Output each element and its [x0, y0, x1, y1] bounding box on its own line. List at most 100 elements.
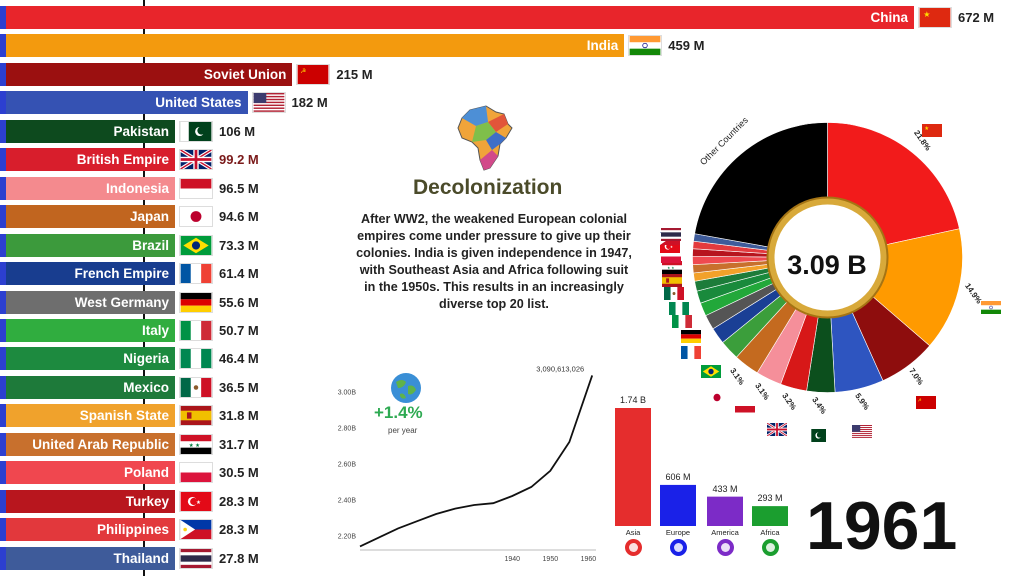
bar-french-empire: French Empire — [0, 262, 175, 286]
bar-value: 30.5 M — [219, 465, 259, 481]
annotation-text: After WW2, the weakened European colonia… — [356, 212, 632, 311]
bar-label: Pakistan — [113, 123, 169, 139]
population-series-line — [359, 375, 594, 548]
continent-bar-value: 1.74 B — [619, 395, 647, 405]
bar-value: 31.7 M — [219, 436, 259, 452]
continent-bar-asia — [615, 408, 651, 526]
pie-flag-nigeria-icon — [669, 302, 689, 315]
continent-globe-icon — [669, 539, 687, 556]
bar-value: 28.3 M — [219, 493, 259, 509]
bar-japan: Japan — [0, 205, 175, 229]
svg-text:☭: ☭ — [301, 68, 307, 75]
bar-value: 182 M — [291, 95, 328, 111]
pie-center — [774, 204, 881, 311]
x-tick-label: 1950 — [543, 556, 559, 563]
pie-flag-indonesia-icon — [735, 406, 755, 419]
bar-accent-stripe — [0, 205, 6, 229]
bar-value: 50.7 M — [219, 322, 259, 338]
bar-india: India — [0, 34, 625, 58]
share-donut-chart — [692, 122, 963, 393]
svg-text:★: ★ — [923, 10, 930, 19]
bar-label: Italy — [141, 322, 169, 338]
continent-bar-name: Europe — [665, 528, 691, 537]
bar-value: 55.6 M — [219, 294, 259, 310]
population-line-chart: 2.20B 2.40B 2.60B 2.80B 3.00B 1940 1950 1960 3,0… — [338, 364, 597, 563]
bar-accent-stripe — [0, 290, 6, 314]
flag-mexico-icon — [179, 376, 213, 398]
flag-philippines-icon — [179, 519, 213, 541]
bar-label: Thailand — [113, 550, 169, 566]
bar-spanish-state: Spanish State — [0, 404, 175, 428]
flag-pakistan-icon — [179, 120, 213, 142]
bar-accent-stripe — [0, 318, 6, 342]
pie-flag-brazil-icon — [701, 365, 721, 378]
pie-flag-poland-icon — [661, 250, 681, 263]
pie-flag-china-icon: ★ — [922, 124, 942, 137]
pie-flag-germany-icon — [681, 330, 701, 343]
flag-brazil-icon — [179, 234, 213, 256]
continent-bar-value: 606 M — [665, 471, 691, 482]
flag-turkey-icon: ★ — [179, 490, 213, 512]
bar-accent-stripe — [0, 148, 6, 172]
bar-label: India — [586, 38, 619, 54]
bar-value: 672 M — [958, 10, 995, 25]
bar-accent-stripe — [0, 6, 6, 29]
flag-china-icon: ★ — [918, 7, 952, 28]
pie-flag-india-icon — [981, 301, 1001, 314]
continent-bar-america — [707, 496, 743, 526]
bar-china: China — [0, 6, 914, 29]
bar-label: Spanish State — [79, 408, 169, 424]
bar-accent-stripe — [0, 176, 6, 200]
bar-united-states: United States — [0, 91, 248, 115]
svg-text:★ ★: ★ ★ — [667, 266, 675, 270]
pie-flag-soviet-icon: ☭ — [916, 396, 936, 409]
flag-japan-icon — [179, 206, 213, 228]
bar-value: 27.8 M — [219, 550, 259, 566]
continent-globe-icon — [716, 539, 734, 556]
bar-accent-stripe — [0, 262, 6, 286]
continent-bar-value: 293 M — [757, 493, 783, 504]
bar-label: Brazil — [132, 237, 169, 253]
bar-label: China — [870, 10, 908, 25]
bar-indonesia: Indonesia — [0, 176, 175, 200]
svg-text:★: ★ — [196, 499, 201, 505]
world-total-label: 3.09 B — [787, 250, 867, 280]
x-tick-label: 1940 — [504, 556, 520, 563]
flag-india-icon — [628, 35, 663, 57]
bar-value: 96.5 M — [219, 180, 259, 196]
bar-value: 94.6 M — [219, 209, 259, 225]
bar-value: 99.2 M — [219, 152, 259, 168]
bar-value: 46.4 M — [219, 351, 259, 367]
continent-bar-chart — [615, 408, 788, 526]
growth-rate-caption: per year — [388, 426, 418, 435]
bar-accent-stripe — [0, 62, 6, 86]
bar-accent-stripe — [0, 375, 6, 399]
continent-bar-value: 433 M — [712, 483, 738, 494]
flag-uk-icon — [179, 149, 213, 171]
bar-west-germany: West Germany — [0, 290, 175, 314]
bar-thailand: Thailand — [0, 546, 175, 570]
svg-text:★: ★ — [924, 126, 929, 132]
pie-flag-mexico-icon — [664, 287, 684, 300]
continent-bar-name: Africa — [760, 528, 780, 537]
bar-label: Philippines — [96, 522, 169, 538]
bar-baseline — [143, 0, 145, 576]
flag-soviet-icon: ☭ — [296, 63, 331, 85]
bar-accent-stripe — [0, 233, 6, 257]
bar-accent-stripe — [0, 91, 6, 115]
bar-united-arab-republic: United Arab Republic — [0, 432, 175, 456]
bar-value: 215 M — [336, 66, 373, 82]
flag-usa-icon — [251, 92, 286, 114]
bar-mexico: Mexico — [0, 375, 175, 399]
bar-label: United States — [155, 95, 242, 111]
bar-label: Japan — [129, 209, 169, 225]
bar-italy: Italy — [0, 318, 175, 342]
bar-accent-stripe — [0, 432, 6, 456]
bar-accent-stripe — [0, 489, 6, 513]
pie-percent-label: 3.4% — [810, 395, 829, 416]
bar-label: Mexico — [123, 379, 169, 395]
bar-value: 106 M — [219, 123, 256, 139]
pie-flag-uk-icon — [767, 423, 787, 436]
flag-nigeria-icon — [179, 348, 213, 370]
